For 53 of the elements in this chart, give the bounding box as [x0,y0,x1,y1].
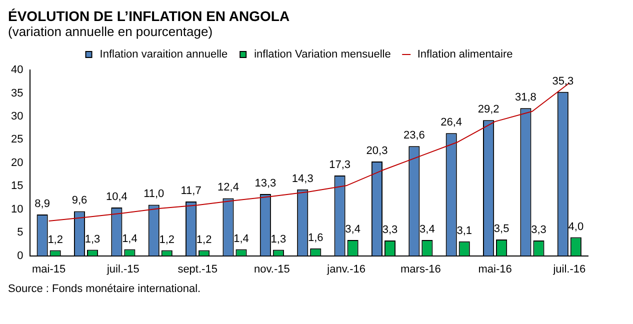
data-label: 20,3 [366,145,388,158]
x-tick-label: sept.-15 [178,263,218,276]
data-label: 4,0 [568,220,584,233]
data-label: 10,4 [106,191,128,204]
y-tick-label: 20 [10,156,24,169]
data-label: 1,4 [122,232,138,245]
data-label: 1,2 [159,234,175,246]
data-label: 1,4 [234,232,249,245]
x-tick-label: janv.-16 [326,263,366,276]
data-label: 14,3 [292,172,314,185]
y-tick-label: 5 [17,226,24,239]
data-label: 3,1 [456,224,472,237]
data-label: 12,4 [218,182,239,194]
x-tick-label: juil.-15 [106,263,140,276]
y-tick-label: 40 [10,64,24,76]
x-tick-label: mai-15 [32,263,66,276]
data-label: 1,2 [196,234,212,246]
data-label: 3,3 [531,224,546,236]
data-label: 3,3 [382,224,398,236]
y-tick-label: 35 [10,87,24,100]
y-tick-label: 10 [10,203,24,216]
data-label: 8,9 [34,198,50,210]
data-label: 11,0 [144,188,164,200]
x-tick-label: juil.-16 [552,263,586,276]
chart-title: ÉVOLUTION DE L’INFLATION EN ANGOLA [8,8,291,24]
chart-subtitle: (variation annuelle en pourcentage) [8,24,214,39]
data-label: 3,5 [494,223,510,236]
data-label: 35,3 [552,75,574,88]
y-tick-label: 0 [17,250,24,262]
y-tick-label: 25 [10,134,24,146]
x-tick-label: mai-16 [478,263,512,276]
data-label: 11,7 [180,184,202,197]
y-tick-label: 30 [10,110,24,122]
y-tick-label: 15 [10,180,24,192]
legend-label: Inflation alimentaire [417,48,513,61]
legend-label: Inflation varaition annuelle [100,48,228,61]
data-label: 3,4 [420,224,435,236]
data-label: 1,2 [48,234,63,246]
x-tick-label: nov.-15 [254,263,290,276]
data-label: 17,3 [329,158,351,171]
data-label: 9,6 [72,194,88,207]
data-label: 31,8 [515,92,536,104]
data-label: 29,2 [478,104,500,116]
x-tick-label: mars-16 [400,263,441,276]
data-label: 13,3 [254,178,276,190]
data-label: 1,3 [270,233,286,246]
data-label: 3,4 [345,224,360,236]
data-label: 26,4 [440,116,462,129]
data-label: 1,6 [308,232,324,244]
legend-label: inflation Variation mensuelle [254,48,391,61]
data-label: 23,6 [403,130,425,142]
source-note: Source : Fonds monétaire international. [8,283,202,295]
data-label: 1,3 [84,233,100,246]
